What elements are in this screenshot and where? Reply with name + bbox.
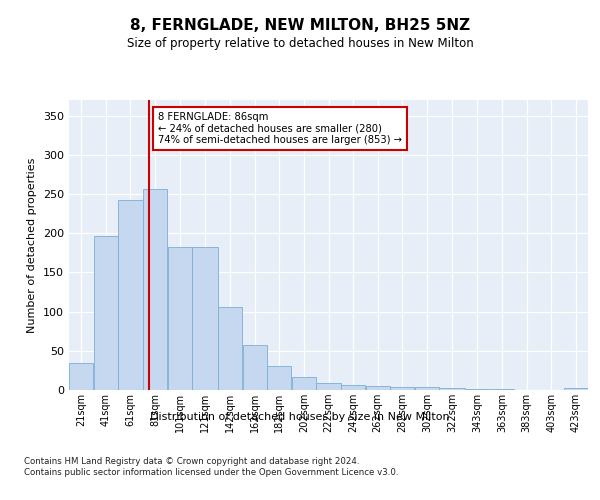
Bar: [365, 386, 390, 390]
Bar: [167, 246, 192, 390]
Bar: [242, 344, 267, 390]
Text: Contains HM Land Registry data © Crown copyright and database right 2024.
Contai: Contains HM Land Registry data © Crown c…: [24, 458, 398, 477]
Bar: [316, 383, 341, 390]
Bar: [218, 307, 242, 390]
Bar: [143, 188, 167, 390]
Bar: [490, 389, 514, 390]
Y-axis label: Number of detached properties: Number of detached properties: [28, 158, 37, 332]
Bar: [118, 200, 143, 390]
Bar: [292, 376, 316, 390]
Bar: [390, 387, 415, 390]
Bar: [415, 387, 439, 390]
Bar: [94, 236, 118, 390]
Text: Size of property relative to detached houses in New Milton: Size of property relative to detached ho…: [127, 38, 473, 51]
Bar: [341, 386, 365, 390]
Bar: [563, 388, 588, 390]
Text: Distribution of detached houses by size in New Milton: Distribution of detached houses by size …: [150, 412, 450, 422]
Bar: [192, 246, 218, 390]
Bar: [465, 389, 490, 390]
Text: 8 FERNGLADE: 86sqm
← 24% of detached houses are smaller (280)
74% of semi-detach: 8 FERNGLADE: 86sqm ← 24% of detached hou…: [158, 112, 401, 145]
Bar: [439, 388, 465, 390]
Text: 8, FERNGLADE, NEW MILTON, BH25 5NZ: 8, FERNGLADE, NEW MILTON, BH25 5NZ: [130, 18, 470, 32]
Bar: [69, 362, 94, 390]
Bar: [267, 366, 292, 390]
